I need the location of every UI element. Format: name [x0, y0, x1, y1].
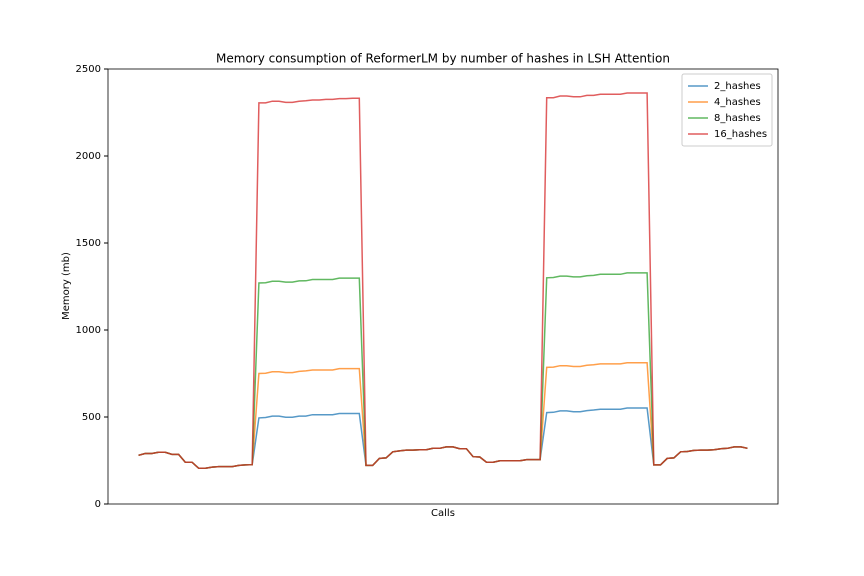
- y-tick-label: 2500: [76, 64, 101, 75]
- y-tick-label: 1500: [76, 238, 101, 249]
- series-line: [138, 92, 748, 470]
- y-tick-label: 2000: [76, 151, 101, 162]
- series-line: [138, 407, 748, 470]
- x-axis-label: Calls: [431, 508, 455, 519]
- y-tick-label: 1000: [76, 325, 101, 336]
- y-axis-label: Memory (mb): [61, 252, 72, 320]
- chart-title: Memory consumption of ReformerLM by numb…: [216, 52, 670, 66]
- legend-box: [681, 73, 773, 147]
- legend-label: 16_hashes: [714, 129, 767, 140]
- legend-label: 2_hashes: [714, 81, 761, 92]
- y-tick-label: 500: [82, 412, 101, 423]
- legend-label: 8_hashes: [714, 113, 761, 124]
- y-tick-label: 0: [95, 499, 101, 510]
- series-line: [138, 361, 748, 470]
- plot-frame: [107, 68, 779, 505]
- series-line: [138, 272, 748, 470]
- legend-label: 4_hashes: [714, 97, 761, 108]
